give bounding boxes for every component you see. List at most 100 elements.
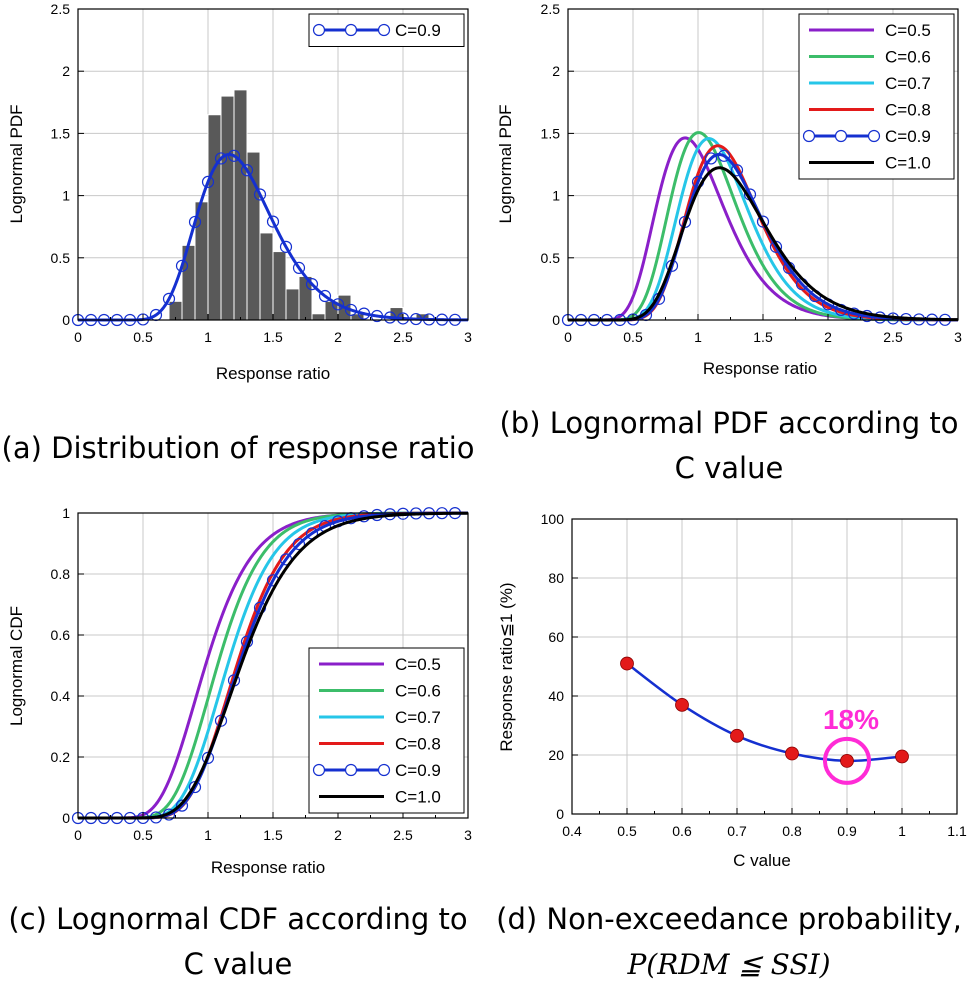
tick-label-x: 0 xyxy=(564,329,572,345)
tick-label-x: 0.7 xyxy=(727,823,747,839)
tick-label-x: 0.4 xyxy=(562,823,582,839)
tick-label-y: 60 xyxy=(548,629,564,645)
caption-d-line2: P(RDM ≦ SSI) xyxy=(626,948,830,981)
legend-marker xyxy=(377,23,391,37)
tick-label-x: 1.1 xyxy=(947,823,967,839)
tick-label-y: 80 xyxy=(548,570,564,586)
tick-label-y: 0.5 xyxy=(541,250,561,266)
legend-label: C=0.6 xyxy=(885,48,931,67)
panel-a-bars xyxy=(168,89,430,321)
tick-label-y: 100 xyxy=(541,511,565,527)
data-point xyxy=(730,728,744,743)
tick-label-y: 1.5 xyxy=(541,125,561,141)
legend-label: C=0.9 xyxy=(395,21,441,40)
series-marker xyxy=(279,240,293,253)
tick-label-y: 0 xyxy=(552,312,560,328)
tick-label-x: 1 xyxy=(694,329,702,345)
tick-label-y: 2 xyxy=(62,63,70,79)
panel-a-ylabel: Lognormal PDF xyxy=(7,104,26,223)
caption-d-line1: (d) Non-exceedance probability, xyxy=(496,902,962,936)
legend-label: C=0.6 xyxy=(395,682,441,701)
series-marker xyxy=(409,312,423,326)
legend-label: C=0.5 xyxy=(885,21,931,40)
caption-c-line2: C value xyxy=(184,947,293,981)
series-marker xyxy=(292,537,306,551)
series-marker xyxy=(266,215,280,228)
tick-label-x: 2 xyxy=(824,329,832,345)
series-marker xyxy=(756,215,770,228)
panel-d: 0.4 0.5 0.6 0.7 0.8 0.9 1 1.1 0 20 40 60 80 100 C val… xyxy=(497,511,967,870)
panel-d-ylabel: Response ratio≦1 (%) xyxy=(497,582,516,751)
data-point xyxy=(620,656,634,671)
caption-a: (a) Distribution of response ratio xyxy=(2,431,475,465)
histogram-bar xyxy=(220,95,235,321)
histogram-bar xyxy=(246,151,261,321)
tick-label-y: 1 xyxy=(552,188,560,204)
legend-box xyxy=(308,647,465,814)
tick-label-y: 2 xyxy=(552,63,560,79)
series-marker xyxy=(175,799,189,812)
legend-marker xyxy=(312,763,326,777)
legend-box xyxy=(798,13,955,180)
legend-label: C=1.0 xyxy=(885,154,931,173)
legend-marker xyxy=(802,129,816,143)
panel-a-legend: C=0.9 xyxy=(308,13,465,47)
data-point xyxy=(675,697,689,712)
highlight-circle xyxy=(823,736,871,785)
panel-a-xlabel: Response ratio xyxy=(216,364,330,383)
tick-label-x: 1.5 xyxy=(263,329,283,345)
series-marker xyxy=(162,292,176,305)
data-point xyxy=(840,754,854,768)
panel-a-ticks: 0 0.5 1 1.5 2 2.5 3 0 0.5 1 1.5 2 2.5 xyxy=(51,1,473,345)
panel-d-annotation: 18% xyxy=(823,704,879,785)
annotation-label: 18% xyxy=(823,704,879,735)
panel-b-legend: C=0.5 C=0.6 C=0.7 C=0.8 C=0.9 C=1.0 xyxy=(798,13,955,180)
tick-label-y: 1.5 xyxy=(51,125,71,141)
tick-label-y: 0.8 xyxy=(51,566,71,582)
series-marker xyxy=(214,714,228,727)
tick-label-y: 0 xyxy=(556,806,564,822)
legend-label: C=0.8 xyxy=(395,735,441,754)
tick-label-x: 2.5 xyxy=(883,329,903,345)
panel-b: 0 0.5 1 1.5 2 2.5 3 0 0.5 1 1.5 2 2.5 Response ratio… xyxy=(496,1,962,378)
tick-label-y: 1 xyxy=(62,188,70,204)
tick-label-x: 1 xyxy=(204,329,212,345)
tick-label-x: 0.5 xyxy=(133,329,153,345)
series-marker xyxy=(357,307,371,320)
series-marker xyxy=(175,259,189,272)
tick-label-y: 0.6 xyxy=(51,627,71,643)
caption-b-line1: (b) Lognormal PDF according to xyxy=(499,406,958,440)
panel-c-xlabel: Response ratio xyxy=(211,858,325,877)
series-marker xyxy=(730,164,744,177)
tick-label-x: 0.5 xyxy=(617,823,637,839)
legend-marker xyxy=(377,763,391,777)
series-marker xyxy=(214,152,228,165)
tick-label-y: 40 xyxy=(548,688,564,704)
legend-marker xyxy=(344,23,358,37)
histogram-bar xyxy=(259,232,274,321)
tick-label-x: 1 xyxy=(204,827,212,843)
tick-label-y: 0.2 xyxy=(51,749,71,765)
legend-label: C=0.7 xyxy=(395,708,441,727)
panel-c-ticks: 0 0.5 1 1.5 2 2.5 3 0 0.2 0.4 0.6 0.8 1 xyxy=(51,505,473,843)
tick-label-x: 2.5 xyxy=(393,329,413,345)
legend-marker xyxy=(312,23,326,37)
series-marker xyxy=(227,149,241,162)
series-marker xyxy=(318,289,332,303)
tick-label-x: 3 xyxy=(464,329,472,345)
tick-label-y: 0 xyxy=(62,312,70,328)
series-marker xyxy=(396,312,410,325)
legend-label: C=0.8 xyxy=(885,101,931,120)
legend-label: C=0.9 xyxy=(885,127,931,146)
series-marker xyxy=(344,303,358,317)
tick-label-y: 2.5 xyxy=(51,1,71,17)
histogram-bar xyxy=(233,89,248,321)
panel-c: 0 0.5 1 1.5 2 2.5 3 0 0.2 0.4 0.6 0.8 1 Response rat… xyxy=(7,505,472,877)
series-marker xyxy=(188,215,202,229)
tick-label-y: 2.5 xyxy=(541,1,561,17)
tick-label-y: 0 xyxy=(62,810,70,826)
series-marker xyxy=(305,278,319,291)
panel-b-xlabel: Response ratio xyxy=(703,359,817,378)
tick-label-x: 0.5 xyxy=(623,329,643,345)
